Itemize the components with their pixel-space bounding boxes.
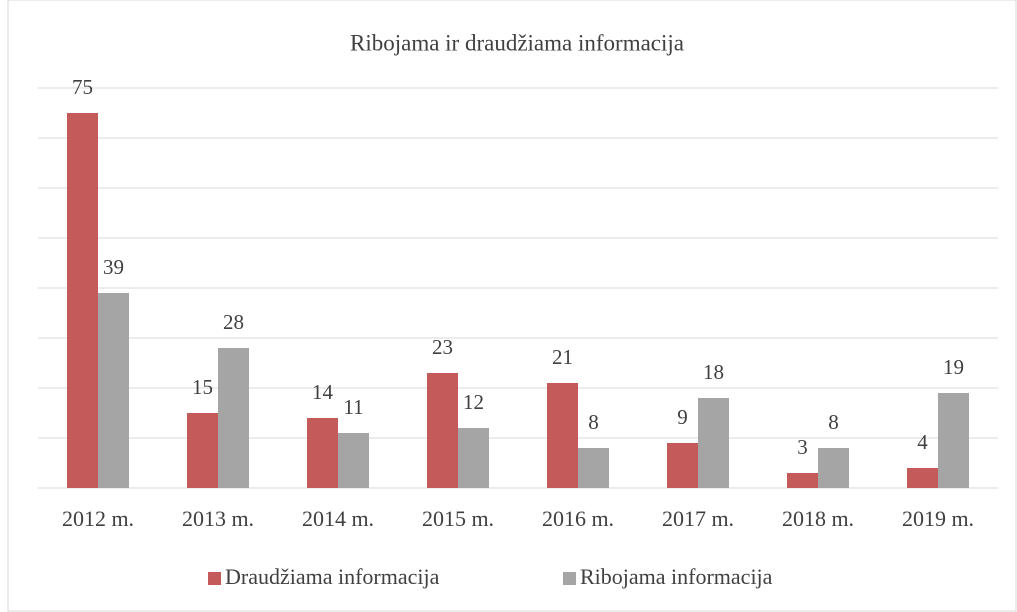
bar [218,348,249,488]
data-label: 19 [943,355,964,379]
bar [67,113,98,488]
x-tick-label: 2015 m. [422,506,494,531]
bar [698,398,729,488]
bar [818,448,849,488]
bar [307,418,338,488]
data-label: 9 [677,405,688,429]
bar [187,413,218,488]
bar [787,473,818,488]
data-label: 75 [72,75,93,99]
data-label: 12 [463,390,484,414]
x-tick-label: 2013 m. [182,506,254,531]
x-tick-label: 2014 m. [302,506,374,531]
legend-label: Ribojama informacija [580,564,773,589]
bar [578,448,609,488]
x-tick-label: 2019 m. [902,506,974,531]
data-label: 23 [432,335,453,359]
bar [98,293,129,488]
bar [667,443,698,488]
legend-swatch [563,572,576,585]
chart-border [7,0,1017,612]
bar [427,373,458,488]
bar [938,393,969,488]
data-label: 39 [103,255,124,279]
legend-swatch [208,572,221,585]
legend-label: Draudžiama informacija [225,564,440,589]
data-label: 8 [588,410,599,434]
chart-title: Ribojama ir draudžiama informacija [350,30,684,55]
data-label: 18 [703,360,724,384]
bar [907,468,938,488]
data-label: 21 [552,345,573,369]
x-tick-label: 2012 m. [62,506,134,531]
data-label: 3 [797,435,808,459]
x-tick-label: 2018 m. [782,506,854,531]
data-label: 14 [312,380,334,404]
bar [458,428,489,488]
data-label: 15 [192,375,213,399]
x-tick-label: 2016 m. [542,506,614,531]
data-label: 28 [223,310,244,334]
data-label: 4 [917,430,928,454]
bar [547,383,578,488]
data-label: 11 [343,395,363,419]
data-label: 8 [828,410,839,434]
bar [338,433,369,488]
x-tick-label: 2017 m. [662,506,734,531]
